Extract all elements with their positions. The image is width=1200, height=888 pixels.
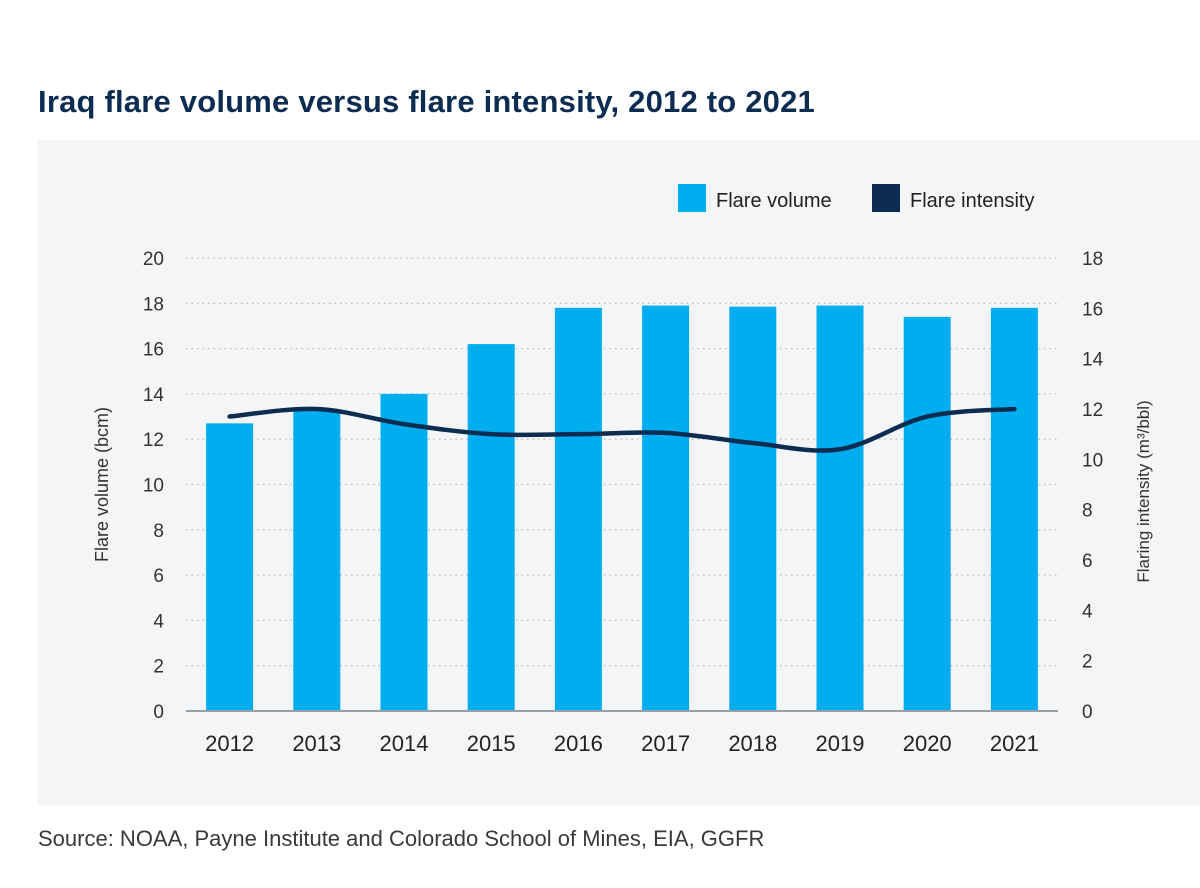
- legend-swatch-flare-volume: [678, 184, 706, 212]
- x-tick-label: 2013: [292, 731, 341, 756]
- source-note: Source: NOAA, Payne Institute and Colora…: [38, 826, 765, 851]
- chart-panel: 0 2 4 6 8 10 12 14 16 18 20 0 2 4 6 8 10 12 14 16 18 2012 2013…: [38, 140, 1200, 805]
- right-tick-label: 8: [1082, 501, 1093, 522]
- left-tick-label: 6: [153, 566, 164, 587]
- line-series-flare-intensity: [227, 406, 1017, 453]
- right-tick-label: 16: [1082, 299, 1103, 320]
- left-tick-label: 8: [153, 521, 164, 542]
- left-tick-label: 4: [153, 611, 164, 632]
- left-tick-label: 12: [143, 430, 164, 451]
- x-tick-label: 2019: [816, 731, 865, 756]
- x-tick-label: 2020: [903, 731, 952, 756]
- right-tick-label: 0: [1082, 702, 1093, 723]
- left-tick-label: 2: [153, 657, 164, 678]
- bar-2020: [903, 316, 951, 711]
- legend-label-flare-volume: Flare volume: [716, 190, 832, 212]
- bar-2014: [380, 393, 428, 711]
- right-tick-label: 2: [1082, 652, 1093, 673]
- left-tick-label: 20: [143, 249, 164, 270]
- x-tick-label: 2021: [990, 731, 1039, 756]
- right-tick-label: 6: [1082, 551, 1093, 572]
- right-tick-label: 10: [1082, 450, 1103, 471]
- intensity-line: [227, 406, 1017, 453]
- combo-chart: 0 2 4 6 8 10 12 14 16 18 20 0 2 4 6 8 10 12 14 16 18 2012 2013…: [92, 184, 1153, 756]
- x-tick-label: 2012: [205, 731, 254, 756]
- y-axis-right-title: Flaring intensity (m³/bbl): [1134, 400, 1153, 582]
- bar-2012: [206, 423, 254, 711]
- right-tick-label: 14: [1082, 350, 1104, 371]
- x-tick-label: 2014: [380, 731, 429, 756]
- bar-2019: [816, 305, 864, 711]
- axes: 0 2 4 6 8 10 12 14 16 18 20 0 2 4 6 8 10 12 14 16 18 2012 2013…: [92, 249, 1153, 756]
- right-tick-label: 18: [1082, 249, 1103, 270]
- bar-2015: [467, 344, 515, 711]
- x-tick-label: 2018: [728, 731, 777, 756]
- right-tick-label: 12: [1082, 400, 1103, 421]
- y-axis-left-title: Flare volume (bcm): [92, 407, 112, 562]
- legend: Flare volume Flare intensity: [678, 184, 1035, 212]
- bar-2021: [990, 307, 1038, 711]
- left-tick-label: 14: [143, 385, 165, 406]
- x-tick-label: 2016: [554, 731, 603, 756]
- legend-swatch-flare-intensity: [872, 184, 900, 212]
- left-tick-label: 18: [143, 294, 164, 315]
- bar-2016: [554, 307, 602, 711]
- legend-label-flare-intensity: Flare intensity: [910, 190, 1035, 212]
- bar-series-flare-volume: [206, 305, 1038, 711]
- x-tick-label: 2017: [641, 731, 690, 756]
- bar-2018: [729, 306, 777, 711]
- left-tick-label: 0: [153, 702, 164, 723]
- left-tick-label: 16: [143, 340, 164, 361]
- right-tick-label: 4: [1082, 601, 1093, 622]
- x-tick-label: 2015: [467, 731, 516, 756]
- bar-2017: [642, 305, 690, 711]
- chart-title: Iraq flare volume versus flare intensity…: [38, 84, 815, 119]
- left-tick-label: 10: [143, 476, 164, 497]
- bar-2013: [293, 409, 341, 711]
